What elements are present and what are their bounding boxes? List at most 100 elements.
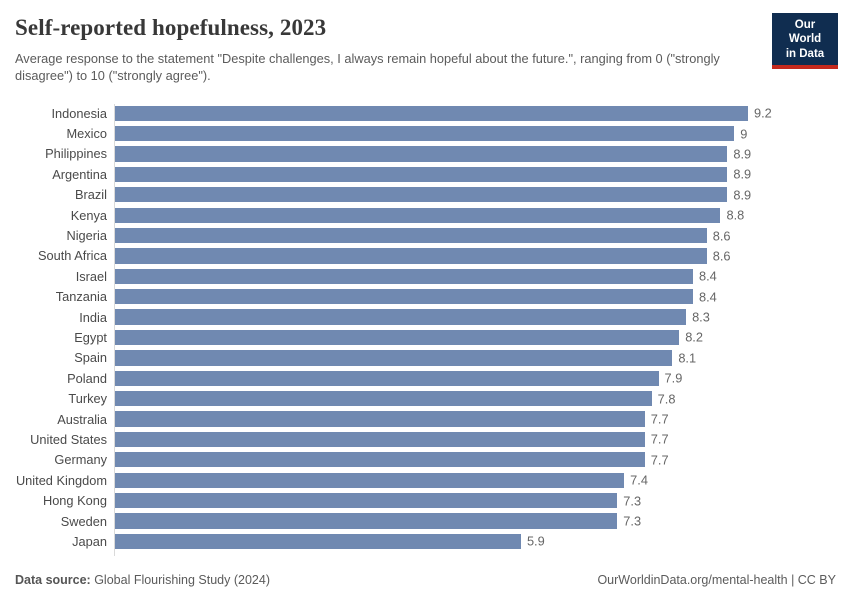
bar-value-label: 8.6 (712, 248, 731, 264)
bar-label: Philippines (45, 146, 107, 162)
bar-row: Spain 8.1 (15, 348, 815, 368)
bar-label: Kenya (70, 207, 107, 223)
bar-row: Nigeria 8.6 (15, 225, 815, 245)
bar[interactable] (115, 105, 748, 121)
bar-value-label: 7.7 (650, 452, 669, 468)
bar-value-label: 8.9 (733, 146, 752, 162)
bar-track: 8.4 (115, 268, 748, 284)
bar[interactable] (115, 391, 652, 407)
bar[interactable] (115, 125, 735, 142)
bar-label: Poland (67, 370, 107, 386)
bar-label: Indonesia (51, 105, 108, 121)
bar-label: Spain (74, 350, 107, 366)
bar-label: Japan (72, 533, 107, 549)
owid-footer-link[interactable]: OurWorldinData.org/mental-health | CC BY (597, 573, 836, 587)
bar-value-label: 7.4 (630, 472, 648, 488)
bar-value-label: 8.1 (678, 350, 697, 366)
bar-track: 9.2 (115, 105, 772, 121)
bar-track: 7.7 (115, 452, 748, 468)
bar-label: Tanzania (55, 289, 107, 305)
bar-value-label: 5.9 (526, 533, 545, 549)
bar-row: India 8.3 (15, 307, 815, 327)
chart-subtitle: Average response to the statement "Despi… (15, 51, 720, 84)
bar-label: Australia (57, 411, 107, 427)
chart-title: Self-reported hopefulness, 2023 (15, 15, 327, 40)
bar[interactable] (115, 472, 625, 488)
bar-row: Brazil 8.9 (15, 185, 815, 205)
bar-label: United Kingdom (15, 472, 107, 488)
bar-label: Sweden (60, 513, 107, 529)
bar[interactable] (115, 370, 659, 386)
bar[interactable] (115, 268, 693, 284)
bar-track: 8.9 (115, 166, 751, 183)
bar-label: Israel (75, 268, 107, 284)
bar-row: Egypt 8.2 (15, 327, 815, 347)
bar-value-label: 7.7 (650, 431, 669, 447)
bar[interactable] (115, 289, 693, 305)
bar-track: 7.3 (115, 492, 748, 509)
owid-logo-line2: in Data (785, 47, 825, 60)
bar-row: Australia 7.7 (15, 409, 815, 429)
bar-track: 8.6 (115, 248, 748, 264)
bar-row: Germany 7.7 (15, 450, 815, 470)
owid-logo: Our World in Data (772, 13, 838, 70)
bar[interactable] (115, 248, 707, 264)
bar-row: Kenya 8.8 (15, 205, 815, 225)
bar-track: 8.2 (115, 329, 748, 346)
bar[interactable] (115, 146, 728, 162)
bar-row: Sweden 7.3 (15, 511, 815, 531)
bar-value-label: 8.8 (726, 207, 745, 223)
bar-row: Hong Kong 7.3 (15, 490, 815, 510)
bar-track: 7.7 (115, 411, 748, 427)
bar-row: South Africa 8.6 (15, 246, 815, 266)
bar[interactable] (115, 187, 728, 203)
bar-track: 8.3 (115, 309, 748, 325)
bar-value-label: 8.4 (698, 289, 717, 305)
bar-label: Brazil (75, 187, 107, 203)
bar-track: 8.9 (115, 187, 752, 203)
bar[interactable] (115, 227, 707, 244)
bar-track: 8.6 (115, 227, 748, 244)
bar-track: 8.9 (115, 146, 752, 162)
bar-row: Israel 8.4 (15, 266, 815, 286)
bar[interactable] (115, 533, 521, 550)
bar[interactable] (115, 513, 618, 529)
bar-row: Argentina 8.9 (15, 164, 815, 184)
chart-header: Self-reported hopefulness, 2023 Average … (15, 13, 838, 85)
bar-value-label: 8.2 (685, 329, 703, 345)
bar[interactable] (115, 452, 645, 468)
bar-chart-plot: Indonesia 9.2 Mexico 9 Philippines 8.9 Argenti… (15, 103, 815, 556)
bar-track: 7.3 (115, 513, 748, 529)
bar[interactable] (115, 329, 680, 346)
bar-value-label: 7.3 (623, 513, 642, 529)
data-source-note: Data source: Global Flourishing Study (2… (15, 573, 270, 587)
bar-track: 5.9 (115, 533, 748, 550)
bar[interactable] (115, 207, 721, 223)
data-source-label: Data source: (15, 573, 91, 587)
bar-value-label: 9.2 (754, 105, 772, 121)
bar-label: Egypt (74, 329, 107, 345)
bar[interactable] (115, 166, 728, 183)
bar-label: Turkey (68, 391, 107, 407)
bar-label: Hong Kong (42, 493, 107, 509)
bar-value-label: 8.6 (712, 228, 731, 244)
bar-track: 8.1 (115, 350, 748, 366)
bar-label: Argentina (52, 166, 107, 182)
chart-footer: Data source: Global Flourishing Study (2… (15, 573, 836, 587)
bar-track: 9 (115, 125, 748, 142)
bar-label: Germany (54, 452, 107, 468)
bar-track: 8.4 (115, 289, 748, 305)
bar-value-label: 8.9 (733, 187, 752, 203)
bar[interactable] (115, 411, 645, 427)
bar-row: Philippines 8.9 (15, 144, 815, 164)
bar-row: Tanzania 8.4 (15, 287, 815, 307)
bar[interactable] (115, 350, 673, 366)
bar-row: Turkey 7.8 (15, 388, 815, 408)
bar[interactable] (115, 309, 687, 325)
bar-value-label: 9 (740, 126, 748, 142)
bar[interactable] (115, 431, 645, 448)
bar-track: 7.8 (115, 391, 748, 407)
bar[interactable] (115, 492, 618, 509)
bar-track: 7.7 (115, 431, 748, 448)
bar-label: Mexico (66, 126, 107, 142)
